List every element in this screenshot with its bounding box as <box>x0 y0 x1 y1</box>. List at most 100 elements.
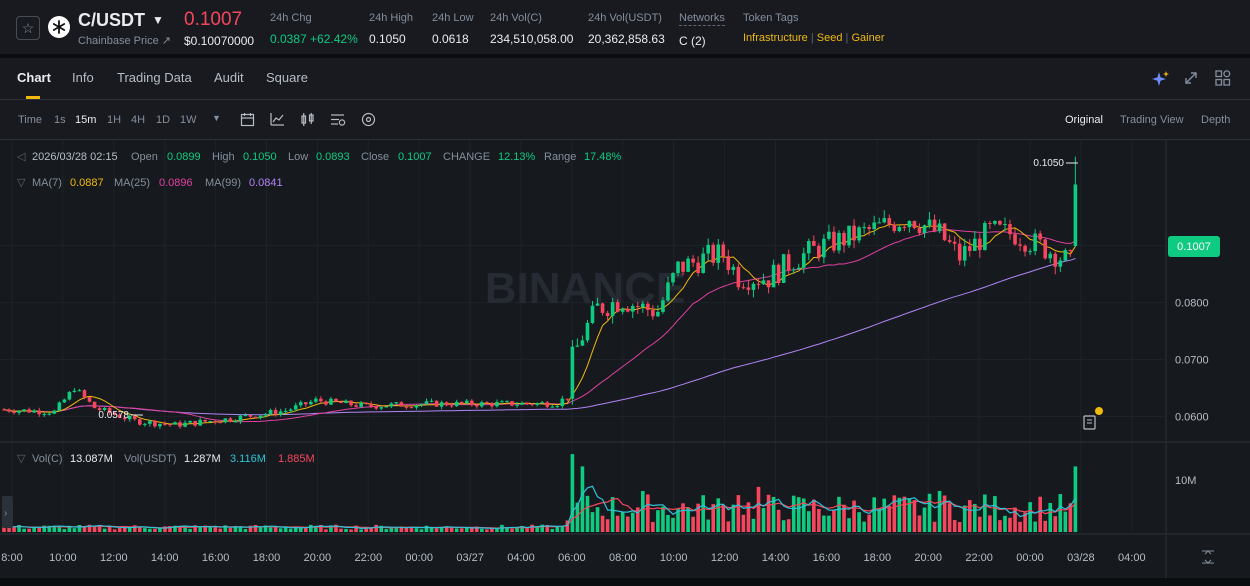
candle-body <box>625 308 630 312</box>
layout-grid-icon[interactable] <box>1215 70 1231 89</box>
candle-body <box>590 305 595 323</box>
candle-body <box>907 221 912 228</box>
interval-1d[interactable]: 1D <box>156 114 171 126</box>
candle-body <box>545 402 550 407</box>
candle-body <box>490 403 494 407</box>
candle-body <box>786 254 791 271</box>
candle-body <box>379 407 384 409</box>
interval-4h[interactable]: 4H <box>131 114 146 126</box>
candle-body <box>540 402 545 404</box>
candle-body <box>27 409 31 413</box>
svg-text:CHANGE: CHANGE <box>443 151 490 163</box>
stat-24h-low: 24h Low 0.0618 <box>432 12 474 46</box>
tab-chart[interactable]: Chart <box>17 70 51 85</box>
svg-text:0.0578: 0.0578 <box>98 410 129 421</box>
volume-bar <box>882 498 887 532</box>
candle-body <box>761 280 766 285</box>
volume-bar <box>827 515 831 532</box>
candle-body <box>117 414 122 418</box>
tag-seed[interactable]: Seed <box>816 32 843 44</box>
candle-body <box>283 410 288 412</box>
volume-bar <box>746 502 751 532</box>
candle-body <box>233 421 238 423</box>
volume-bar <box>1063 511 1068 532</box>
tab-info[interactable]: Info <box>72 70 94 85</box>
interval-1h[interactable]: 1H <box>107 114 122 126</box>
tab-square[interactable]: Square <box>266 70 308 85</box>
view-depth[interactable]: Depth <box>1201 114 1231 126</box>
candle-body <box>349 400 353 406</box>
candle-body <box>877 222 882 224</box>
svg-text:13.087M: 13.087M <box>70 453 113 465</box>
svg-text:0.0899: 0.0899 <box>167 151 201 163</box>
interval-1s[interactable]: 1s <box>54 114 66 126</box>
interval-more-chevron-icon[interactable]: ▼ <box>212 113 221 123</box>
tag-gainer[interactable]: Gainer <box>851 32 885 44</box>
tag-infrastructure[interactable]: Infrastructure <box>743 32 808 44</box>
candle-body <box>520 402 524 405</box>
candle-body <box>641 303 645 307</box>
ma-legend: ▽ MA(7) 0.0887 MA(25) 0.0896 MA(99) 0.08… <box>17 177 283 189</box>
candle-type-icon[interactable] <box>300 112 315 130</box>
chainbase-price-link[interactable]: Chainbase Price ↗ <box>78 35 171 47</box>
candle-body <box>565 398 570 400</box>
candle-body <box>369 403 373 407</box>
x-tick-label: 12:00 <box>100 552 128 564</box>
indicator-icon[interactable] <box>270 112 285 130</box>
last-price: 0.1007 <box>184 9 243 30</box>
candle-body <box>827 231 831 239</box>
tab-trading-data[interactable]: Trading Data <box>117 70 192 85</box>
pair-dropdown-chevron-icon[interactable]: ▼ <box>152 13 164 27</box>
expand-icon[interactable] <box>1184 71 1198 88</box>
watermark: BINANCE <box>485 264 685 313</box>
tab-audit[interactable]: Audit <box>214 70 244 85</box>
volume-bar <box>384 529 389 532</box>
ai-sparkle-icon[interactable] <box>1152 70 1170 91</box>
interval-15m[interactable]: 15m <box>75 114 97 126</box>
target-icon[interactable] <box>361 112 376 130</box>
volume-bar <box>731 504 736 532</box>
candle-body <box>1038 233 1042 240</box>
candle-body <box>495 402 499 407</box>
view-original[interactable]: Original <box>1065 114 1103 126</box>
volume-bar <box>525 528 529 532</box>
notes-alert-icon[interactable] <box>1083 407 1103 430</box>
volume-bar <box>67 525 72 532</box>
volume-bar <box>469 528 474 532</box>
fit-scale-icon[interactable] <box>1202 550 1214 564</box>
candle-body <box>173 422 177 425</box>
candle-body <box>666 282 670 301</box>
volume-bar <box>605 519 610 532</box>
svg-text:MA(25): MA(25) <box>114 177 150 189</box>
volume-bar <box>988 515 992 532</box>
stat-networks[interactable]: Networks C (2) <box>679 12 725 48</box>
candle-body <box>651 309 655 317</box>
volume-bar <box>791 495 796 532</box>
pair-title[interactable]: C/USDT <box>78 10 145 30</box>
chart-svg[interactable]: BINANCE 0.09000.08000.07000.060010M8:001… <box>0 140 1250 578</box>
calendar-icon[interactable] <box>240 112 255 130</box>
vol-legend: ▽ Vol(C) 13.087M Vol(USDT) 1.287M 3.116M… <box>17 453 315 465</box>
scroll-left-handle[interactable]: › <box>2 496 13 528</box>
volume-bar <box>339 528 343 532</box>
volume-bar <box>82 526 87 532</box>
x-tick-label: 16:00 <box>202 552 230 564</box>
x-tick-label: 18:00 <box>864 552 892 564</box>
candle-body <box>967 246 972 251</box>
candle-body <box>364 402 368 404</box>
volume-bar <box>1028 502 1032 532</box>
candle-body <box>741 287 746 289</box>
candle-body <box>238 415 243 422</box>
interval-time[interactable]: Time <box>18 114 43 126</box>
volume-bar <box>550 528 555 532</box>
settings-icon[interactable] <box>330 112 346 130</box>
candle-body <box>2 409 6 411</box>
favorite-star-icon[interactable]: ☆ <box>16 16 40 40</box>
price-chart[interactable]: BINANCE 0.09000.08000.07000.060010M8:001… <box>0 140 1250 578</box>
interval-1w[interactable]: 1W <box>180 114 197 126</box>
candle-body <box>132 416 137 420</box>
view-trading-view[interactable]: Trading View <box>1120 114 1184 126</box>
volume-bar <box>877 508 882 532</box>
x-tick-label: 03/27 <box>456 552 484 564</box>
candle-body <box>706 244 710 254</box>
